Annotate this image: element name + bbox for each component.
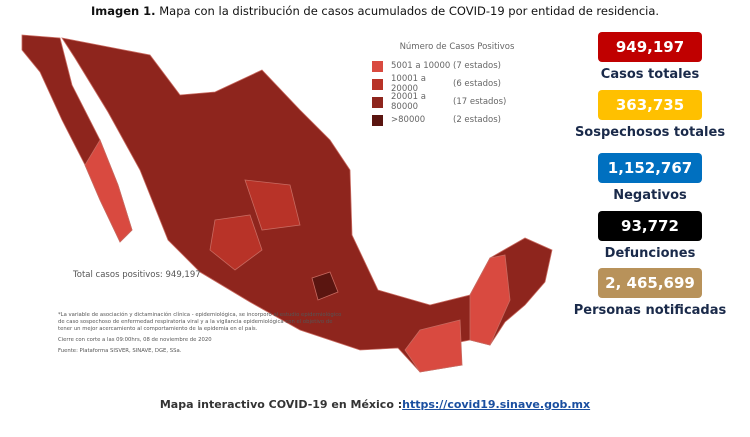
stat-label: Personas notificadas (573, 303, 727, 318)
legend-count: (2 estados) (453, 115, 501, 125)
stat-label: Defunciones (604, 246, 696, 261)
footnote: Fuente: Plataforma SISVER, SINAVE, DGE, … (58, 348, 182, 354)
stat-card: 1,152,767 Negativos (570, 153, 730, 203)
footnote: *La variable de asociación y dictaminaci… (58, 312, 342, 332)
legend-item: 5001 a 10000 (7 estados) (372, 57, 532, 75)
legend-items: 5001 a 10000 (7 estados) 10001 a 20000 (6 e… (372, 57, 532, 129)
legend-item: 20001 a 80000 (17 estados) (372, 92, 532, 112)
stat-label: Sospechosos totales (574, 125, 726, 140)
map (21, 34, 553, 373)
stat-card: 93,772 Defunciones (570, 211, 730, 261)
legend-count: (17 estados) (453, 97, 507, 107)
stat-card: 363,735 Sospechosos totales (570, 90, 730, 140)
footnote: Cierre con corte a las 09:00hrs, 08 de n… (58, 337, 212, 343)
chiapas (404, 319, 463, 373)
legend-swatch (372, 78, 383, 90)
legend-range: 5001 a 10000 (391, 61, 451, 71)
map-note: Total casos positivos: 949,197 (73, 270, 201, 280)
footer: Mapa interactivo COVID-19 en México :htt… (0, 398, 750, 411)
legend-swatch (372, 96, 383, 108)
legend-count: (6 estados) (453, 79, 501, 89)
stat-label: Casos totales (600, 67, 700, 82)
legend: Número de Casos Positivos 5001 a 10000 (7… (372, 42, 532, 129)
stat-label: Negativos (613, 188, 687, 203)
stat-value: 363,735 (598, 90, 702, 120)
footer-text: Mapa interactivo COVID-19 en México : (159, 398, 403, 411)
jalisco (209, 214, 263, 271)
stat-value: 2, 465,699 (598, 268, 702, 298)
stat-card: 949,197 Casos totales (570, 32, 730, 82)
stat-value: 949,197 (598, 32, 702, 62)
header: Imagen 1. Mapa con la distribución de ca… (0, 4, 750, 18)
stat-value: 1,152,767 (598, 153, 702, 183)
stat-value: 93,772 (598, 211, 702, 241)
header-label: Imagen 1. (90, 4, 156, 18)
stat-card: 2, 465,699 Personas notificadas (570, 268, 730, 318)
cdmx (311, 271, 339, 301)
legend-item: 10001 a 20000 (6 estados) (372, 74, 532, 94)
footnotes: *La variable de asociación y dictaminaci… (58, 312, 348, 359)
legend-item: >80000 (2 estados) (372, 111, 532, 129)
footer-link[interactable]: https://covid19.sinave.gob.mx (402, 398, 591, 411)
durango (244, 179, 301, 231)
legend-swatch (372, 60, 383, 72)
yucatan (469, 254, 511, 346)
mainland (61, 37, 553, 373)
legend-range: 10001 a 20000 (391, 74, 426, 94)
legend-title: Número de Casos Positivos (399, 42, 515, 52)
legend-range: >80000 (391, 115, 426, 125)
baja-sur (84, 139, 133, 243)
header-title: Mapa con la distribución de casos acumul… (159, 4, 660, 18)
legend-count: (7 estados) (453, 61, 501, 71)
legend-range: 20001 a 80000 (391, 92, 426, 112)
legend-swatch (372, 114, 383, 126)
